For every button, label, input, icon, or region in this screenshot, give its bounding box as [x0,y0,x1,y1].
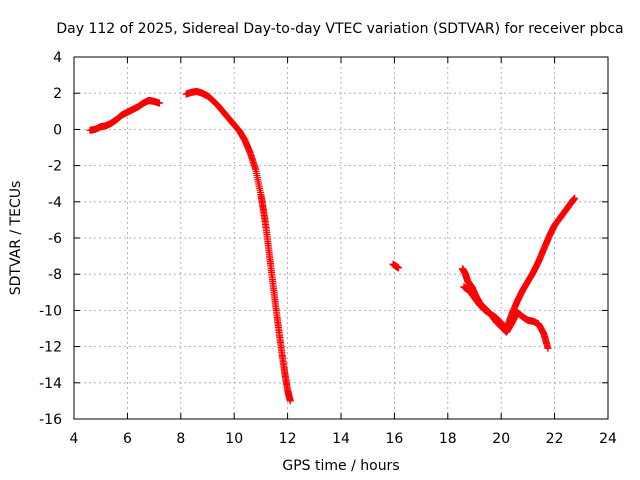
data-point [571,194,579,202]
data-point [394,264,402,272]
chart-title: Day 112 of 2025, Sidereal Day-to-day VTE… [56,21,623,37]
x-tick-label: 20 [492,431,510,447]
data-point [544,344,552,352]
x-tick-label: 22 [546,431,564,447]
y-tick-label: 2 [53,86,62,102]
y-tick-label: -8 [48,267,62,283]
x-tick-label: 16 [385,431,403,447]
y-axis-label: SDTVAR / TECUs [8,181,24,296]
y-tick-label: -4 [48,195,62,211]
y-tick-label: 4 [53,50,62,66]
x-tick-label: 10 [225,431,243,447]
x-axis-label: GPS time / hours [282,458,399,474]
x-tick-label: 24 [599,431,617,447]
series-points [460,194,579,332]
y-tick-label: -12 [39,340,62,356]
y-tick-label: -16 [39,412,62,428]
y-tick-label: -10 [39,303,62,319]
y-tick-label: 0 [53,122,62,138]
series-points [389,260,402,272]
x-tick-label: 12 [279,431,297,447]
x-tick-label: 18 [439,431,457,447]
series-points [86,96,163,134]
series-points [182,87,294,405]
x-tick-label: 4 [70,431,79,447]
y-tick-label: -14 [39,376,62,392]
y-tick-label: -2 [48,159,62,175]
x-axis-ticks: 4 6 8 10 12 14 16 18 20 22 24 [70,57,617,447]
data-points [86,87,579,405]
plot-frame [73,56,609,420]
data-point [286,397,294,405]
x-tick-label: 6 [123,431,132,447]
x-tick-label: 14 [332,431,350,447]
y-axis-ticks: 4 2 0 -2 -4 -6 -8 -10 -12 -14 -16 [39,50,608,428]
y-tick-label: -6 [48,231,62,247]
series-points [458,265,552,352]
x-tick-label: 8 [176,431,185,447]
data-point [155,99,163,107]
grid [74,57,608,419]
